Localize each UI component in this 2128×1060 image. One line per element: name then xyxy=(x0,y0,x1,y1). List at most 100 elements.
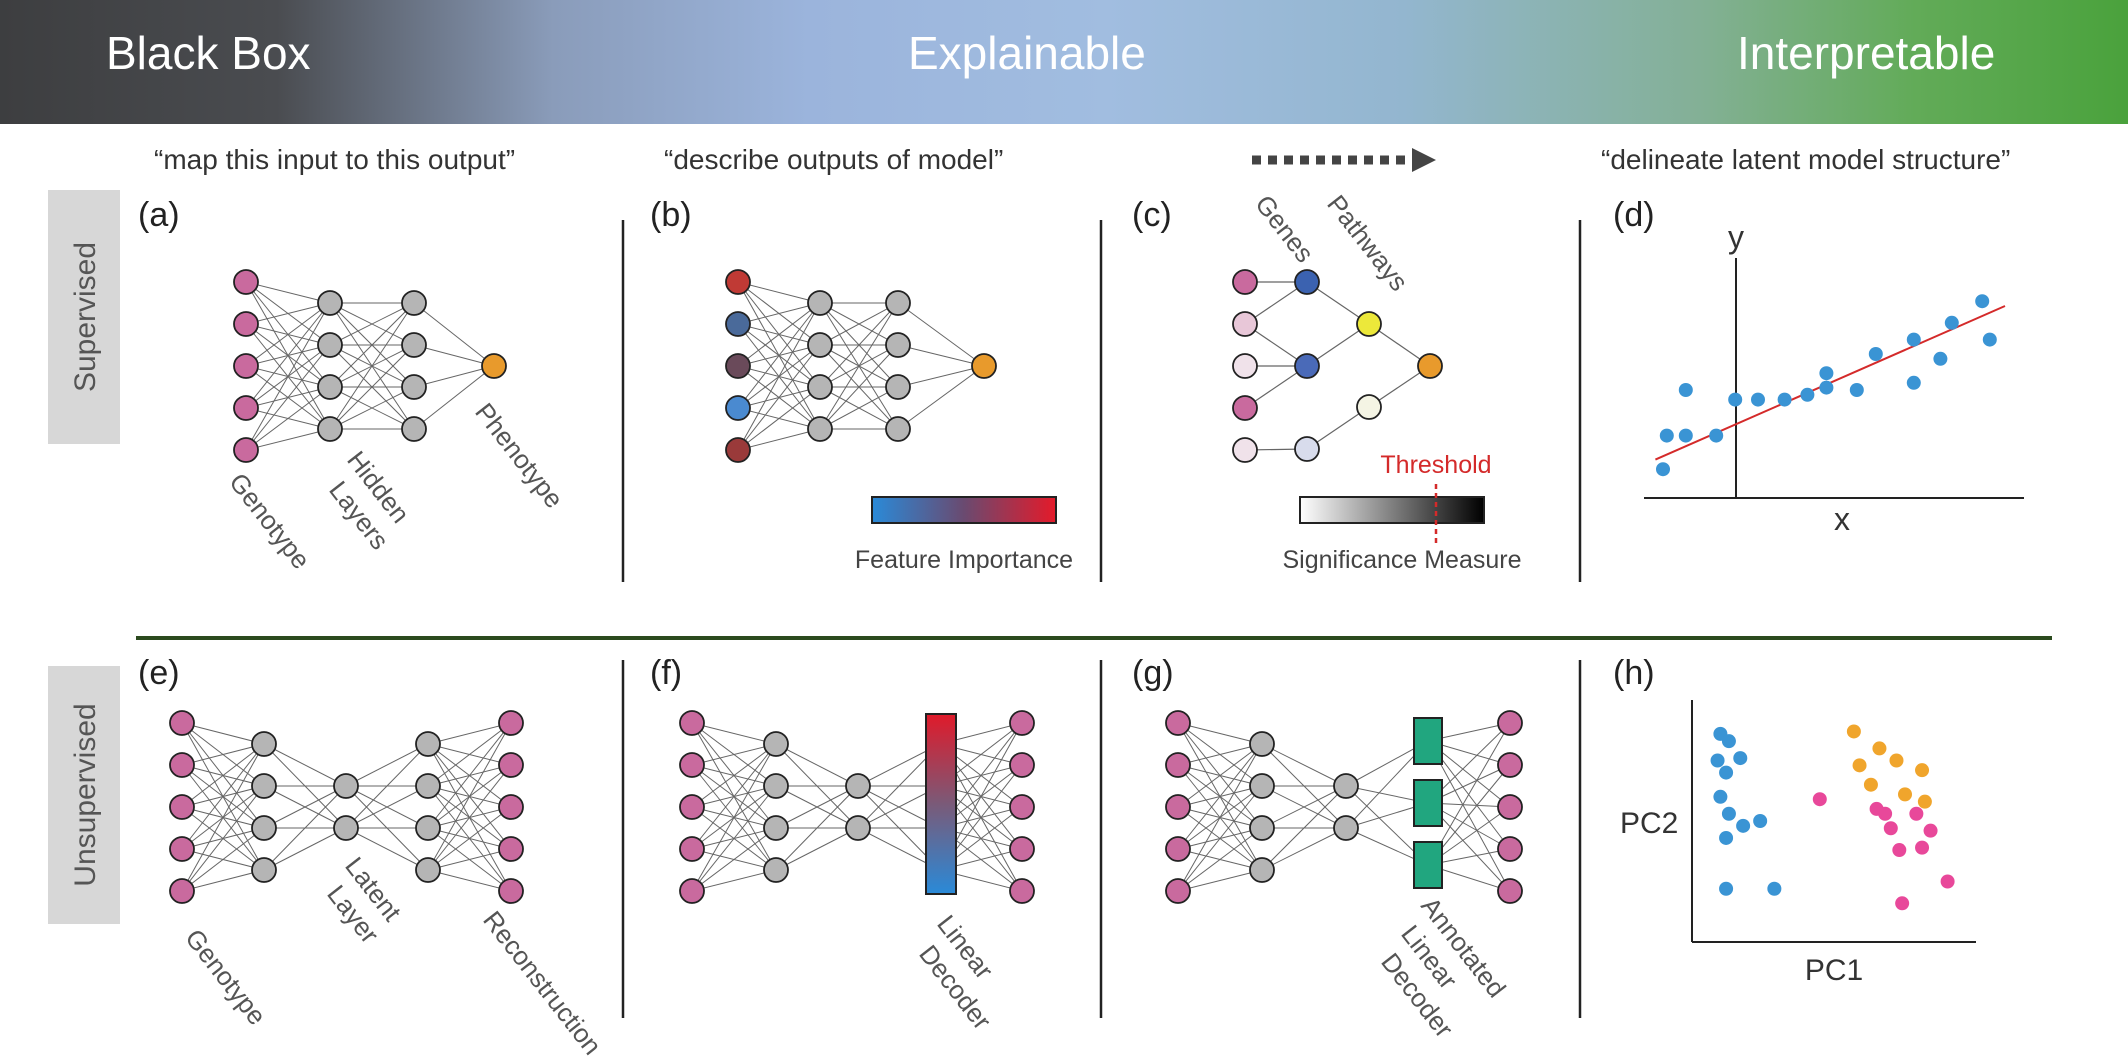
network-edge xyxy=(1177,743,1263,850)
network-edge xyxy=(427,722,512,745)
network-node xyxy=(1249,731,1275,757)
network-node xyxy=(679,836,705,862)
network-node xyxy=(498,794,524,820)
axis-label-x: x xyxy=(1834,501,1850,537)
network-edge xyxy=(413,365,495,430)
panel-c-pathway-network xyxy=(1232,269,1443,463)
network-node xyxy=(317,374,343,400)
network-node xyxy=(251,815,277,841)
network-edge xyxy=(427,869,512,892)
network-edge xyxy=(345,785,429,829)
scatter-point-orange xyxy=(1846,724,1861,739)
network-edge xyxy=(691,743,777,892)
network-edge xyxy=(737,302,821,451)
network-node xyxy=(401,332,427,358)
network-node xyxy=(498,710,524,736)
quote-describe: “describe outputs of model” xyxy=(664,144,1003,175)
network-node xyxy=(1249,857,1275,883)
gene-node xyxy=(1232,437,1258,463)
network-node xyxy=(251,773,277,799)
scatter-point xyxy=(1678,428,1693,443)
scatter-point xyxy=(1678,383,1693,397)
network-edges xyxy=(245,281,495,451)
network-edges xyxy=(737,281,985,451)
axis-label-pc2: PC2 xyxy=(1620,807,1678,840)
network-edge xyxy=(245,386,331,451)
network-edge xyxy=(329,302,415,388)
label-genotype: Genotype xyxy=(179,923,272,1030)
scatter-point xyxy=(1777,392,1792,407)
network-node xyxy=(763,773,789,799)
panel-letter-g: (g) xyxy=(1132,654,1174,692)
network-node xyxy=(679,710,705,736)
network-edge xyxy=(345,743,429,787)
label-significance-measure: Significance Measure xyxy=(1282,546,1521,574)
linear-decoder-bar xyxy=(925,713,957,895)
network-node xyxy=(415,815,441,841)
network-node xyxy=(885,416,911,442)
network-edge xyxy=(1177,785,1263,892)
label-threshold: Threshold xyxy=(1380,451,1491,479)
scatter-point-pink xyxy=(1909,806,1924,821)
scatter-point xyxy=(1906,375,1921,390)
network-node xyxy=(233,353,259,379)
network-edge xyxy=(737,344,821,451)
network-edges xyxy=(691,722,1023,892)
scatter-point-orange xyxy=(1915,763,1930,778)
network-node xyxy=(807,416,833,442)
network-edge xyxy=(819,302,899,430)
scatter-point-pink xyxy=(1892,843,1907,858)
network-edges xyxy=(1244,281,1431,451)
network-edge xyxy=(1261,785,1347,871)
scatter-point xyxy=(1849,383,1864,397)
network-edge xyxy=(1177,743,1263,808)
axis-label-pc1: PC1 xyxy=(1805,954,1863,987)
scatter-point-pink xyxy=(1915,840,1930,855)
scatter-point-pink xyxy=(1878,806,1893,821)
network-edge xyxy=(263,827,347,871)
network-edge xyxy=(245,302,331,451)
panel-f-autoencoder xyxy=(679,710,1035,904)
scatter-point-orange xyxy=(1889,753,1904,768)
network-edge xyxy=(245,281,331,304)
network-edge xyxy=(737,386,821,451)
panel-letter-e: (e) xyxy=(138,654,180,692)
network-node xyxy=(233,395,259,421)
scatter-point xyxy=(1944,315,1959,330)
annotated-block xyxy=(1413,717,1443,765)
network-edges xyxy=(181,722,512,892)
network-node xyxy=(1009,836,1035,862)
network-edge xyxy=(819,302,899,346)
network-node xyxy=(1497,836,1523,862)
network-node xyxy=(679,794,705,820)
network-edge xyxy=(263,785,347,871)
panel-a-network xyxy=(233,269,507,463)
network-edge xyxy=(691,743,777,850)
scatter-point-blue xyxy=(1733,751,1748,766)
network-edge xyxy=(691,722,777,745)
network-node xyxy=(401,374,427,400)
network-node xyxy=(401,290,427,316)
panel-letter-d: (d) xyxy=(1613,196,1655,234)
quote-delineate: “delineate latent model structure” xyxy=(1601,144,2010,175)
network-node xyxy=(169,794,195,820)
pathway-node xyxy=(1294,436,1320,462)
panel-letter-b: (b) xyxy=(650,196,692,234)
network-edge xyxy=(691,785,777,892)
network-node xyxy=(1165,710,1191,736)
network-node xyxy=(317,332,343,358)
scatter-point xyxy=(1819,366,1834,381)
network-edge xyxy=(691,869,777,892)
scatter-point xyxy=(1975,294,1990,309)
label-pathways: Pathways xyxy=(1321,189,1414,296)
network-node xyxy=(169,836,195,862)
label-genotype: Genotype xyxy=(223,467,316,574)
network-edge xyxy=(1261,743,1347,787)
network-node xyxy=(498,878,524,904)
network-edge xyxy=(1427,740,1511,892)
scatter-point xyxy=(1728,392,1743,407)
svg-text:Supervised: Supervised xyxy=(69,242,102,392)
network-edge xyxy=(413,302,495,367)
network-node xyxy=(725,395,751,421)
network-node xyxy=(807,290,833,316)
